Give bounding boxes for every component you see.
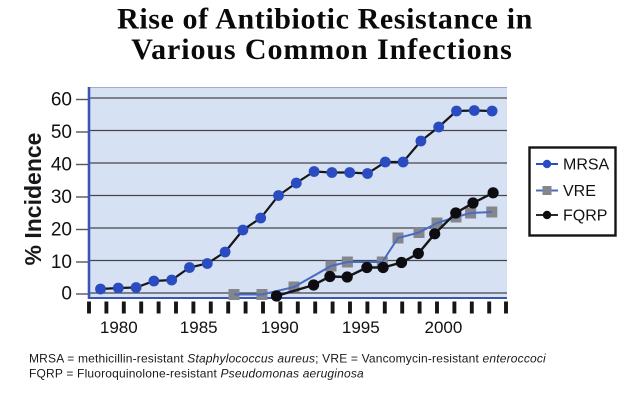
svg-text:2000: 2000	[424, 318, 462, 337]
svg-text:FQRP = Fluoroquinolone-resista: FQRP = Fluoroquinolone-resistant Pseudom…	[29, 367, 364, 381]
svg-text:1995: 1995	[342, 318, 380, 337]
svg-text:MRSA = methicillin-resistant S: MRSA = methicillin-resistant Staphylococ…	[29, 352, 546, 366]
svg-text:30: 30	[51, 187, 72, 208]
svg-text:60: 60	[51, 90, 72, 111]
svg-text:40: 40	[51, 155, 72, 176]
svg-text:1990: 1990	[261, 318, 299, 337]
svg-text:10: 10	[51, 252, 72, 273]
svg-text:MRSA: MRSA	[563, 157, 610, 174]
svg-text:VRE: VRE	[563, 183, 596, 200]
svg-text:Various Common Infections: Various Common Infections	[131, 33, 512, 66]
svg-text:1980: 1980	[100, 318, 138, 337]
svg-text:Rise of Antibiotic Resistance: Rise of Antibiotic Resistance in	[117, 3, 533, 36]
svg-text:20: 20	[51, 220, 72, 241]
svg-text:% Incidence: % Incidence	[20, 133, 46, 266]
svg-text:FQRP: FQRP	[563, 208, 607, 225]
svg-text:50: 50	[51, 122, 72, 143]
svg-text:0: 0	[61, 284, 72, 305]
svg-text:1985: 1985	[180, 318, 218, 337]
